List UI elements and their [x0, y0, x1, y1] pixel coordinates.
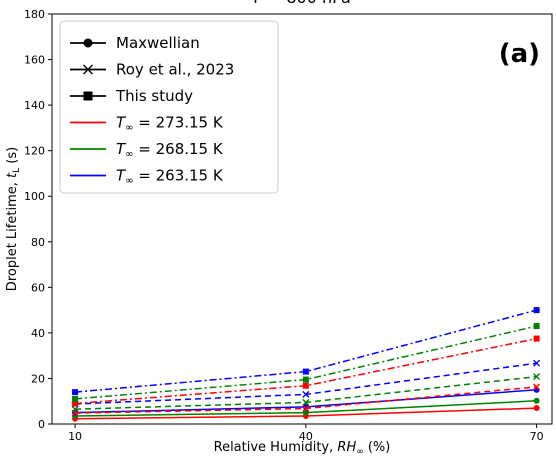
x-tick-label: 70 — [530, 430, 544, 443]
axes-layer — [48, 13, 553, 428]
legend: Maxwellian Roy et al., 2023 This study T∞ =… — [59, 20, 279, 194]
data-point — [71, 405, 79, 413]
plot-frame — [51, 13, 553, 425]
x-tick-label: 40 — [299, 430, 313, 443]
data-point — [533, 397, 540, 404]
series-this-study-ff0000 — [72, 335, 540, 407]
legend-frame — [59, 20, 279, 194]
legend-label: T∞ = 268.15 K — [116, 140, 224, 160]
legend-item: Roy et al., 2023 — [70, 61, 234, 79]
legend-item: T∞ = 268.15 K — [70, 140, 224, 160]
x-axis-label: Relative Humidity, RH∞ (%) — [214, 440, 391, 457]
y-tick-label: 40 — [31, 327, 45, 340]
series-this-study-0000ff — [72, 307, 540, 396]
legend-marker — [83, 91, 93, 101]
series-this-study-008000 — [72, 323, 540, 402]
legend-item: T∞ = 273.15 K — [70, 114, 224, 134]
data-point — [533, 307, 540, 314]
legend-label: T∞ = 273.15 K — [116, 114, 224, 134]
chart-title: P = 800 hPa — [253, 0, 351, 7]
data-point — [533, 373, 541, 381]
y-tick-label: 160 — [24, 54, 45, 67]
y-tick-label: 60 — [31, 281, 45, 294]
data-point — [302, 398, 310, 406]
legend-label: T∞ = 263.15 K — [116, 167, 224, 187]
y-tick-label: 0 — [38, 418, 45, 431]
data-point — [533, 335, 540, 342]
legend-label: This study — [115, 87, 193, 105]
y-tick-label: 140 — [24, 99, 45, 112]
legend-item: This study — [70, 87, 193, 105]
data-point — [533, 405, 540, 412]
x-tick-label: 10 — [68, 430, 82, 443]
legend-item: T∞ = 263.15 K — [70, 167, 224, 187]
y-axis-label: Droplet Lifetime, tL (s) — [5, 147, 22, 291]
data-point — [72, 389, 79, 396]
data-point — [302, 405, 310, 413]
data-point — [302, 409, 309, 416]
data-point — [72, 395, 79, 402]
panel-label: (a) — [499, 39, 540, 69]
data-point — [533, 383, 541, 391]
y-tick-label: 120 — [24, 145, 45, 158]
y-tick-label: 100 — [24, 190, 45, 203]
data-point — [72, 400, 79, 407]
data-point — [302, 382, 309, 389]
legend-marker — [83, 64, 93, 75]
legend-label: Maxwellian — [116, 34, 200, 52]
text-layer: 0 20 40 60 80 100 120 140 160 180 10 40 70 P = 800 hP… — [5, 0, 544, 457]
data-point — [533, 359, 541, 367]
y-tick-label: 20 — [31, 372, 45, 385]
y-tick-label: 80 — [31, 236, 45, 249]
legend-marker — [83, 38, 93, 48]
data-point — [302, 390, 310, 398]
y-tick-label: 180 — [24, 8, 45, 21]
data-point — [302, 368, 309, 375]
series-roy-et-al-2023-008000 — [71, 373, 541, 413]
series-layer — [71, 307, 541, 422]
data-point — [533, 323, 540, 330]
legend-label: Roy et al., 2023 — [116, 61, 234, 79]
data-point — [302, 376, 309, 383]
legend-item: Maxwellian — [70, 34, 200, 52]
